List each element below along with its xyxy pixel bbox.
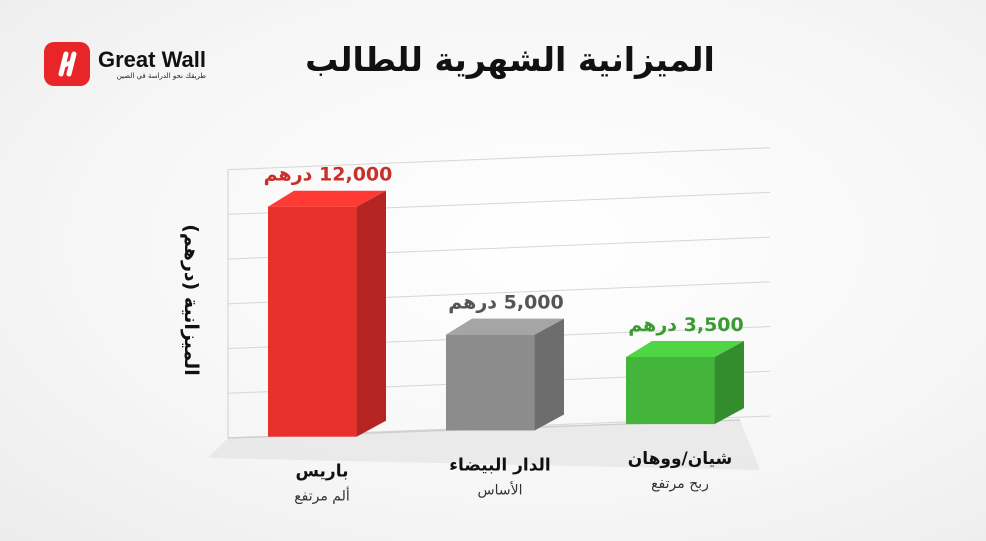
great-wall-logo-icon	[44, 42, 90, 86]
bar-side-face	[356, 190, 386, 437]
gridline	[227, 147, 771, 171]
floor-plane	[208, 420, 760, 470]
chart-title: الميزانية الشهرية للطالب	[305, 40, 715, 79]
bar-side-face	[534, 318, 564, 431]
brand-tagline: طريقك نحو الدراسة في الصين	[116, 71, 206, 80]
bar-top-face	[446, 318, 564, 335]
y-axis-label: الميزانية (درهم)	[180, 224, 202, 376]
category-label: شيان/ووهان	[628, 449, 733, 469]
category-label: الدار البيضاء	[449, 455, 550, 475]
category-label: باريس	[296, 462, 349, 482]
category-sublabel: الأساس	[478, 480, 523, 498]
bar-top-face	[626, 341, 744, 358]
data-label: 12,000 درهم	[264, 164, 393, 186]
category-sublabel: ألم مرتفع	[294, 487, 350, 505]
category-sublabel: ربح مرتفع	[651, 476, 709, 492]
bar-front-face	[268, 206, 357, 437]
bar-top-face	[268, 190, 386, 207]
brand-logo: Great Wall طريقك نحو الدراسة في الصين	[44, 42, 206, 86]
data-label: 3,500 درهم	[628, 314, 744, 336]
bar-front-face	[446, 334, 535, 431]
bar-front-face	[626, 357, 715, 425]
bar-side-face	[714, 341, 744, 425]
data-label: 5,000 درهم	[448, 292, 564, 314]
brand-name: Great Wall	[98, 46, 206, 72]
